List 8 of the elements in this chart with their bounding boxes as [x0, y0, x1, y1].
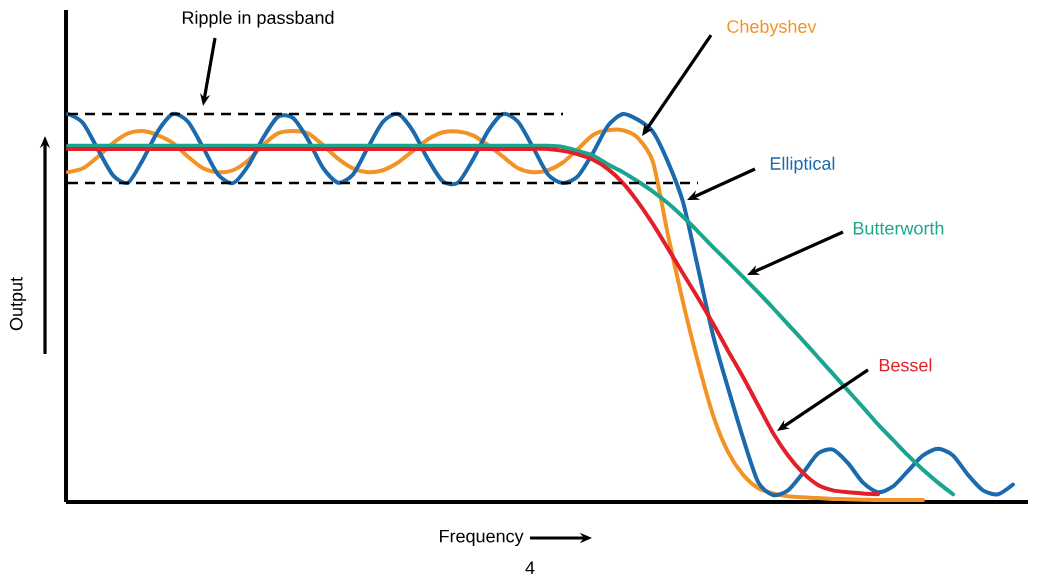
text: Chebyshev [727, 19, 817, 37]
text: Elliptical [770, 156, 835, 174]
text: Ripple in passband [182, 10, 334, 28]
x-axis-title: Frequency [440, 529, 524, 547]
text: Butterworth [853, 221, 944, 235]
text: Bessel [879, 358, 932, 372]
y-axis-title: Output [9, 277, 27, 331]
text: 4 [525, 561, 535, 574]
